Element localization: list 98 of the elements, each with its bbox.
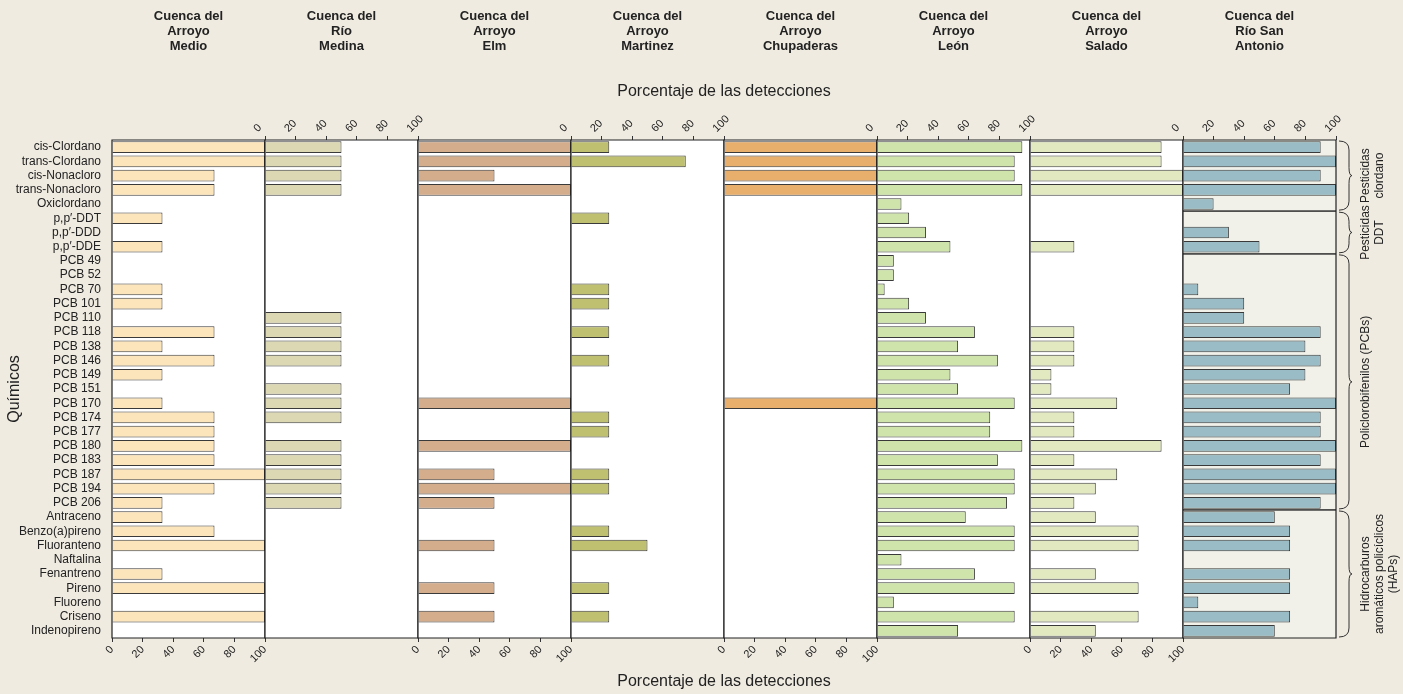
y-tick-label: cis-Nonacloro bbox=[27, 167, 102, 182]
x-tick-label: 40 bbox=[159, 642, 177, 660]
x-tick-label: 40 bbox=[617, 116, 636, 134]
x-tick-label: 20 bbox=[129, 642, 147, 660]
x-tick-label: 80 bbox=[373, 116, 391, 134]
x-tick-label: 60 bbox=[342, 116, 360, 134]
x-tick-label: 80 bbox=[832, 642, 850, 660]
chart-title: Cuenca del Arroyo León bbox=[917, 8, 990, 53]
y-tick-label: PCB 146 bbox=[52, 352, 102, 367]
y-tick-label: Indenopireno bbox=[30, 623, 102, 638]
band-label: Hidrocarburos aromáticos policíclicos (HAPs) bbox=[1358, 513, 1401, 634]
x-tick-label: 0 bbox=[250, 121, 264, 134]
x-tick-label: 20 bbox=[281, 116, 299, 134]
y-tick-label: trans-Clordano bbox=[21, 153, 102, 168]
y-tick-label: PCB 110 bbox=[53, 310, 102, 325]
y-tick-label: p,p′-DDT bbox=[53, 210, 102, 225]
y-tick-label: PCB 194 bbox=[52, 480, 102, 495]
band-label: Pesticidas DDT bbox=[1358, 205, 1387, 260]
x-tick-label: 20 bbox=[893, 116, 911, 134]
chart-title: Cuenca del Arroyo Medio bbox=[152, 8, 225, 53]
y-tick-label: PCB 70 bbox=[59, 281, 102, 296]
y-tick-label: PCB 180 bbox=[52, 438, 102, 453]
x-tick-label: 80 bbox=[526, 642, 544, 660]
x-tick-label: 100 bbox=[553, 642, 575, 665]
y-tick-label: Benzo(a)pireno bbox=[18, 523, 102, 538]
chart-title: Cuenca del Arroyo Salado bbox=[1070, 8, 1143, 53]
x-tick-label: 80 bbox=[985, 116, 1003, 134]
band-label: Policlorobifenilos (PCBs) bbox=[1358, 315, 1373, 448]
x-tick-label: 40 bbox=[771, 642, 789, 660]
x-tick-label: 80 bbox=[679, 116, 697, 134]
x-tick-label: 60 bbox=[190, 642, 208, 660]
x-tick-label: 60 bbox=[496, 642, 514, 660]
x-tick-label: 100 bbox=[1015, 112, 1038, 134]
y-tick-label: p,p′-DDE bbox=[52, 239, 101, 254]
x-tick-label: 20 bbox=[1047, 642, 1065, 660]
y-tick-label: trans-Nonacloro bbox=[15, 182, 102, 197]
y-tick-label: p,p′-DDD bbox=[52, 224, 102, 239]
x-tick-label: 60 bbox=[648, 116, 666, 134]
y-tick-label: PCB 138 bbox=[52, 338, 102, 353]
x-tick-label: 100 bbox=[1165, 642, 1187, 665]
y-tick-label: PCB 151 bbox=[52, 381, 102, 396]
x-tick-label: 0 bbox=[408, 642, 422, 656]
x-tick-label: 80 bbox=[1291, 116, 1309, 134]
x-tick-label: 0 bbox=[862, 121, 876, 134]
y-tick-label: Criseno bbox=[59, 608, 102, 623]
x-tick-label: 60 bbox=[954, 116, 972, 134]
x-tick-label: 100 bbox=[247, 642, 269, 665]
y-axis-title: Químicos bbox=[5, 355, 23, 423]
x-tick-label: 60 bbox=[802, 642, 820, 660]
x-tick-label: 20 bbox=[435, 642, 453, 660]
x-tick-label: 0 bbox=[714, 642, 728, 656]
y-tick-label: PCB 52 bbox=[59, 267, 102, 282]
y-tick-label: PCB 183 bbox=[52, 452, 102, 467]
y-tick-label: PCB 49 bbox=[59, 253, 102, 268]
y-tick-label: Oxiclordano bbox=[36, 196, 102, 211]
x-tick-label: 60 bbox=[1260, 116, 1278, 134]
y-tick-label: Fluoreno bbox=[53, 594, 102, 609]
x-tick-label: 40 bbox=[1229, 116, 1248, 134]
y-tick-label: PCB 177 bbox=[52, 424, 102, 438]
x-tick-label: 0 bbox=[1020, 642, 1034, 656]
band-label: Pesticidas clordano bbox=[1358, 148, 1387, 203]
x-tick-label: 80 bbox=[1138, 642, 1156, 660]
y-tick-label: PCB 118 bbox=[53, 324, 102, 339]
x-tick-label: 40 bbox=[465, 642, 483, 660]
x-tick-label: 100 bbox=[1321, 112, 1344, 134]
x-tick-label: 60 bbox=[1108, 642, 1126, 660]
x-tick-label: 100 bbox=[709, 112, 732, 134]
x-tick-label: 20 bbox=[587, 116, 605, 134]
x-axis-title: Porcentaje de las detecciones bbox=[616, 82, 832, 100]
x-tick-label: 100 bbox=[403, 112, 426, 134]
y-tick-label: PCB 170 bbox=[52, 395, 102, 410]
y-tick-label: Antraceno bbox=[46, 509, 102, 524]
x-tick-label: 0 bbox=[102, 642, 116, 656]
x-tick-label: 40 bbox=[1077, 642, 1095, 660]
y-tick-label: Fluoranteno bbox=[36, 537, 102, 552]
y-tick-label: cis-Clordano bbox=[33, 139, 102, 154]
x-tick-label: 40 bbox=[923, 116, 942, 134]
y-tick-label: PCB 149 bbox=[52, 367, 102, 382]
y-tick-label: PCB 174 bbox=[52, 409, 102, 424]
x-axis-title: Porcentaje de las detecciones bbox=[616, 672, 832, 690]
chart-title: Cuenca del Arroyo Elm bbox=[458, 8, 531, 53]
x-tick-label: 0 bbox=[1168, 121, 1182, 134]
x-tick-label: 100 bbox=[859, 642, 881, 665]
y-tick-label: Pireno bbox=[66, 580, 102, 595]
x-tick-label: 20 bbox=[1199, 116, 1217, 134]
x-tick-label: 20 bbox=[741, 642, 759, 660]
chart-title: Cuenca del Río San Antonio bbox=[1223, 8, 1296, 53]
chart-title: Cuenca del Arroyo Chupaderas bbox=[761, 8, 840, 53]
x-tick-label: 80 bbox=[220, 642, 238, 660]
y-tick-label: Fenantreno bbox=[39, 566, 102, 581]
x-tick-label: 40 bbox=[311, 116, 330, 134]
y-tick-label: PCB 187 bbox=[52, 466, 102, 481]
y-tick-label: PCB 206 bbox=[52, 495, 102, 510]
y-tick-label: Naftalina bbox=[53, 552, 102, 567]
y-tick-label: PCB 101 bbox=[52, 295, 102, 310]
chart-title: Cuenca del Río Medina bbox=[305, 8, 378, 53]
chart-title: Cuenca del Arroyo Martinez bbox=[611, 8, 684, 53]
x-tick-label: 0 bbox=[556, 121, 570, 134]
